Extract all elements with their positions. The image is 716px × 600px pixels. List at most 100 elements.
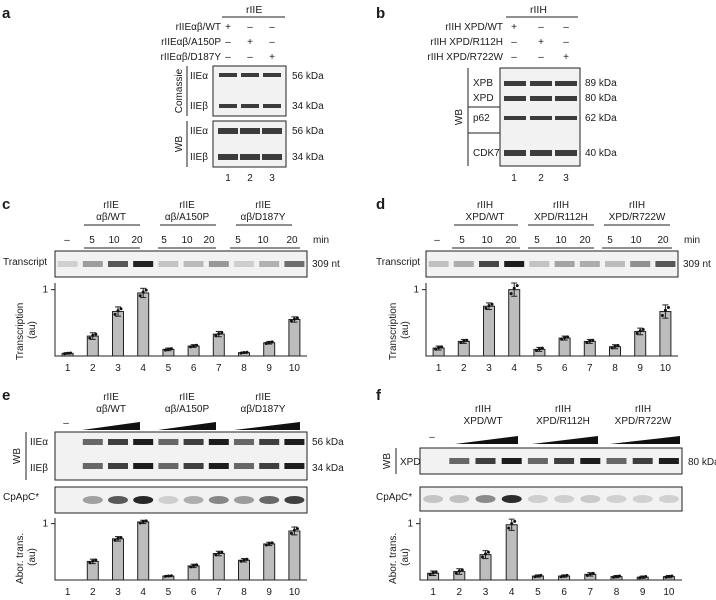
data-point: [588, 572, 592, 576]
panel-e: e rIIE αβ/WT rIIE αβ/A150P rIIE αβ/D187Y…: [2, 387, 344, 598]
data-point: [509, 292, 513, 296]
data-point: [113, 538, 117, 542]
panel-b-row3-label: rIIH XPD/R722W: [427, 52, 503, 63]
bar: [212, 553, 225, 581]
lane-number: 10: [660, 363, 672, 374]
blot-band: [580, 495, 601, 503]
kda-label: 89 kDa: [585, 78, 617, 89]
bar: [558, 337, 571, 357]
blot-band: [655, 261, 676, 267]
blot-band: [530, 116, 552, 120]
data-point: [591, 338, 595, 342]
panel-f-wb-bands: [449, 458, 679, 464]
group-title: αβ/A150P: [165, 212, 210, 223]
data-point: [612, 575, 615, 579]
blot-label: Transcript: [376, 257, 420, 268]
y-tick-label: 1: [42, 519, 48, 530]
group-title: rIIE: [179, 392, 195, 403]
blot-band: [475, 458, 496, 464]
data-point: [94, 558, 98, 562]
data-point: [169, 347, 173, 351]
kda-label: 34 kDa: [312, 463, 344, 474]
panel-b-mark: –: [538, 22, 544, 33]
lane-number: 1: [225, 173, 231, 184]
lane-number: 3: [115, 587, 121, 598]
blot-band: [555, 150, 577, 156]
band-label: XPD: [400, 457, 421, 468]
panel-a-wb-side-label: WB: [174, 136, 185, 152]
blot-band: [183, 496, 204, 504]
negative-control-label: –: [429, 432, 435, 443]
data-point: [116, 309, 120, 313]
panel-c-label: c: [2, 196, 10, 213]
data-point: [91, 333, 95, 337]
data-point: [487, 550, 490, 554]
data-point: [163, 574, 167, 578]
data-point: [119, 307, 123, 311]
lane-number: 2: [90, 363, 96, 374]
bar: [508, 289, 521, 357]
panel-a-mark: –: [225, 37, 231, 48]
data-point: [289, 531, 293, 535]
blot-band: [133, 463, 154, 469]
data-point: [437, 346, 441, 350]
blot-band: [208, 439, 229, 445]
panel-a-mark: +: [247, 37, 253, 48]
y-axis-label-line2: (au): [27, 321, 38, 339]
blot-band: [241, 104, 259, 108]
panel-a-mark: –: [269, 37, 275, 48]
group-title: αβ/D187Y: [241, 404, 286, 415]
kda-label: 56 kDa: [312, 437, 344, 448]
y-axis-label: Transcription (au): [15, 300, 38, 360]
blot-band: [284, 496, 305, 504]
time-label: 10: [630, 235, 642, 246]
data-point: [667, 574, 671, 578]
data-point: [664, 575, 668, 579]
data-point: [534, 349, 538, 353]
panel-a-mark: +: [225, 22, 231, 33]
lane-number: 8: [614, 587, 620, 598]
lane-number: 7: [587, 363, 593, 374]
lane-number: 1: [65, 363, 71, 374]
data-point: [559, 575, 563, 579]
panel-b-mark: –: [563, 37, 569, 48]
blot-band: [284, 439, 305, 445]
data-point: [670, 574, 674, 578]
group-title: XPD/R112H: [536, 416, 590, 427]
data-point: [88, 561, 92, 565]
panel-d-label: d: [376, 196, 385, 213]
blot-band: [632, 495, 653, 503]
band-label: p62: [473, 113, 490, 124]
blot-band: [158, 261, 179, 267]
lane-number: 4: [509, 587, 515, 598]
bar: [263, 543, 276, 581]
time-label: 20: [286, 235, 298, 246]
y-axis-label-line1: Abor. trans.: [15, 533, 26, 584]
band-label: CDK7: [473, 148, 500, 159]
lane-number: 9: [266, 587, 272, 598]
blot-band: [234, 439, 254, 445]
lane-number: 8: [612, 363, 618, 374]
panel-a-row2-label: rIIEαβ/A150P: [161, 37, 221, 48]
data-point: [428, 573, 432, 577]
band-label: XPB: [473, 78, 493, 89]
blot-band: [133, 439, 154, 445]
y-axis-label-line1: Transcription: [388, 303, 399, 360]
blot-band: [218, 154, 238, 160]
data-point: [220, 331, 224, 335]
time-label: 5: [607, 235, 613, 246]
group-title: rIIE: [103, 200, 119, 211]
data-point: [270, 340, 274, 344]
group-title: rIIE: [179, 200, 195, 211]
lane-number: 10: [663, 587, 675, 598]
data-point: [66, 351, 70, 355]
lane-number: 10: [289, 587, 301, 598]
blot-band: [108, 439, 128, 445]
blot-band: [158, 439, 179, 445]
blot-band: [234, 463, 254, 469]
time-label: 10: [257, 235, 269, 246]
lane-number: 6: [191, 363, 197, 374]
blot-band: [218, 128, 238, 134]
panel-b-row2-label: rIIH XPD/R112H: [430, 37, 503, 48]
